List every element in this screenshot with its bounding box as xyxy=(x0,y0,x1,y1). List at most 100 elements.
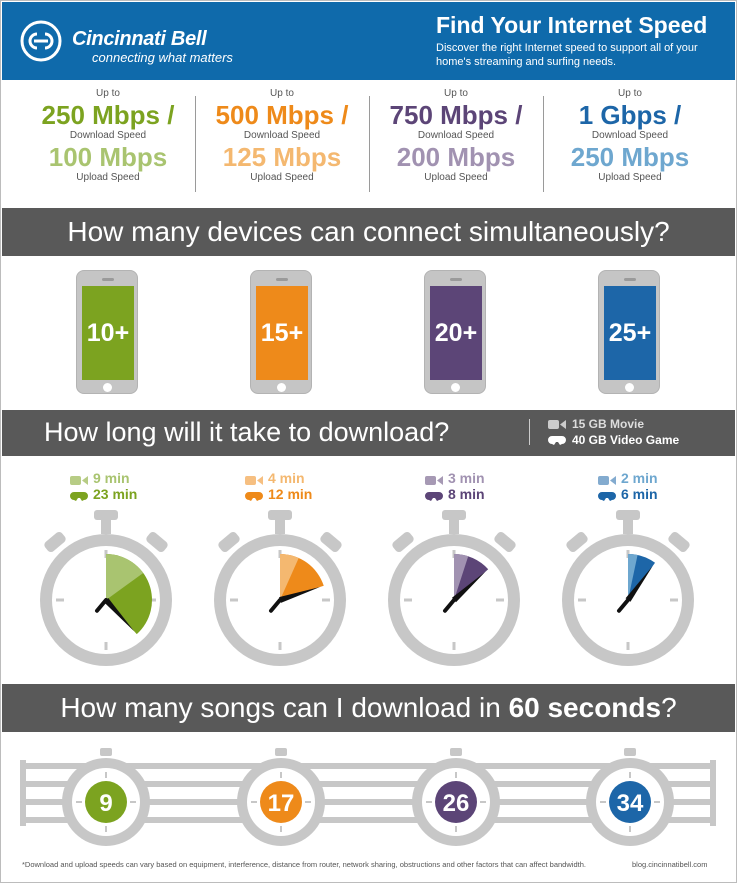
up-to-label: Up to xyxy=(96,88,120,99)
speed-tier-1: Up to 250 Mbps / Download Speed 100 Mbps… xyxy=(18,88,198,198)
dial-crown xyxy=(450,748,462,756)
speed-tiers: Up to 250 Mbps / Download Speed 100 Mbps… xyxy=(0,88,737,198)
movie-time-sector xyxy=(106,554,144,600)
game-time: 12 min xyxy=(268,486,313,502)
upload-speed: 125 Mbps xyxy=(222,142,342,172)
stopwatch-tail xyxy=(443,598,456,613)
phone-20: 20+ xyxy=(424,270,486,394)
dial-crown xyxy=(275,748,287,756)
legend-game: 40 GB Video Game xyxy=(572,433,680,447)
speed-tier-3: Up to 750 Mbps / Download Speed 200 Mbps… xyxy=(366,88,546,198)
device-count: 20+ xyxy=(430,286,482,380)
gamepad-icon xyxy=(598,489,616,501)
phone-home-button xyxy=(451,383,460,392)
stopwatch-1 xyxy=(40,510,172,666)
brand-logo-icon xyxy=(20,20,62,62)
upload-speed-label: Upload Speed xyxy=(76,172,140,183)
stopwatch-tail xyxy=(617,598,630,613)
dial-center xyxy=(260,781,302,823)
download-speed-label: Download Speed xyxy=(417,130,495,141)
songs-heading: How many songs can I download in 60 seco… xyxy=(2,692,735,724)
upload-speed: 200 Mbps xyxy=(396,142,516,172)
stopwatch-stem xyxy=(275,518,285,534)
brand-name: Cincinnati Bell xyxy=(72,28,207,50)
phone-15: 15+ xyxy=(250,270,312,394)
page-subtitle: Discover the right Internet speed to sup… xyxy=(436,42,698,68)
dial-crown xyxy=(624,748,636,756)
upload-speed-label: Upload Speed xyxy=(250,172,314,183)
upload-speed: 100 Mbps xyxy=(48,142,168,172)
dial-center xyxy=(435,781,477,823)
stopwatch-crown xyxy=(616,510,640,520)
stopwatch-stem xyxy=(101,518,111,534)
upload-speed-label: Upload Speed xyxy=(424,172,488,183)
stopwatch-right-button xyxy=(146,531,168,553)
stopwatch-tail xyxy=(269,598,282,613)
download-legend: 15 GB Movie 40 GB Video Game xyxy=(548,416,679,448)
movie-time-sector xyxy=(454,554,469,600)
dial-center xyxy=(85,781,127,823)
phone-speaker xyxy=(276,278,288,281)
phone-home-button xyxy=(103,383,112,392)
devices-heading: How many devices can connect simultaneou… xyxy=(67,216,670,247)
movie-time: 2 min xyxy=(621,470,658,486)
divider xyxy=(195,96,196,192)
stopwatch-crown xyxy=(94,510,118,520)
stopwatch-stem xyxy=(623,518,633,534)
header-banner: Cincinnati Bell connecting what matters … xyxy=(2,2,735,80)
song-dial-4: 34 xyxy=(586,748,674,846)
upload-speed: 250 Mbps xyxy=(570,142,690,172)
device-count: 10+ xyxy=(82,286,134,380)
movie-time-sector xyxy=(280,554,299,600)
movie-time: 3 min xyxy=(448,470,485,486)
songs-heading-text: How many songs can I download in xyxy=(60,692,509,723)
song-dial-1: 9 xyxy=(62,748,150,846)
divider xyxy=(369,96,370,192)
legend-divider xyxy=(529,419,530,445)
download-speed: 750 Mbps / xyxy=(389,100,523,130)
gamepad-icon xyxy=(425,489,443,501)
video-camera-icon xyxy=(425,473,443,485)
video-camera-icon xyxy=(245,473,263,485)
download-speed-label: Download Speed xyxy=(243,130,321,141)
songs-heading-emphasis: 60 seconds xyxy=(508,692,662,723)
gamepad-icon xyxy=(70,489,88,501)
game-time: 6 min xyxy=(621,486,658,502)
speed-tier-4: Up to 1 Gbps / Download Speed 250 Mbps U… xyxy=(540,88,720,198)
dial-crown xyxy=(100,748,112,756)
phone-25: 25+ xyxy=(598,270,660,394)
stopwatch-4 xyxy=(562,510,694,666)
stopwatch-hand xyxy=(103,597,135,632)
download-speed-label: Download Speed xyxy=(591,130,669,141)
brand-tagline: connecting what matters xyxy=(92,50,233,65)
stopwatch-crown xyxy=(442,510,466,520)
stopwatch-hand xyxy=(279,587,320,603)
songs-heading-bar: How many songs can I download in 60 seco… xyxy=(2,684,735,732)
song-count: 34 xyxy=(617,790,644,817)
stopwatch-right-button xyxy=(320,531,342,553)
song-count: 26 xyxy=(443,790,470,817)
stopwatch-2 xyxy=(214,510,346,666)
up-to-label: Up to xyxy=(444,88,468,99)
device-count: 25+ xyxy=(604,286,656,380)
download-speed: 250 Mbps / xyxy=(41,100,175,130)
stopwatch-tail xyxy=(95,598,108,613)
song-dial-3: 26 xyxy=(412,748,500,846)
gamepad-icon xyxy=(245,489,263,501)
download-times-1: 9 min 23 min xyxy=(70,470,180,502)
divider xyxy=(543,96,544,192)
stopwatch-hand xyxy=(451,571,486,603)
stopwatch-crown xyxy=(268,510,292,520)
movie-time: 4 min xyxy=(268,470,305,486)
video-camera-icon xyxy=(598,473,616,485)
dial-center xyxy=(609,781,651,823)
songs-heading-end: ? xyxy=(661,692,677,723)
download-speed: 1 Gbps / xyxy=(578,100,682,130)
stopwatch-stem xyxy=(449,518,459,534)
stopwatch-3 xyxy=(388,510,520,666)
blog-url[interactable]: blog.cincinnatibell.com xyxy=(632,860,708,869)
download-heading: How long will it take to download? xyxy=(44,417,450,447)
song-dial-2: 17 xyxy=(237,748,325,846)
phone-home-button xyxy=(625,383,634,392)
download-times-2: 4 min 12 min xyxy=(245,470,355,502)
